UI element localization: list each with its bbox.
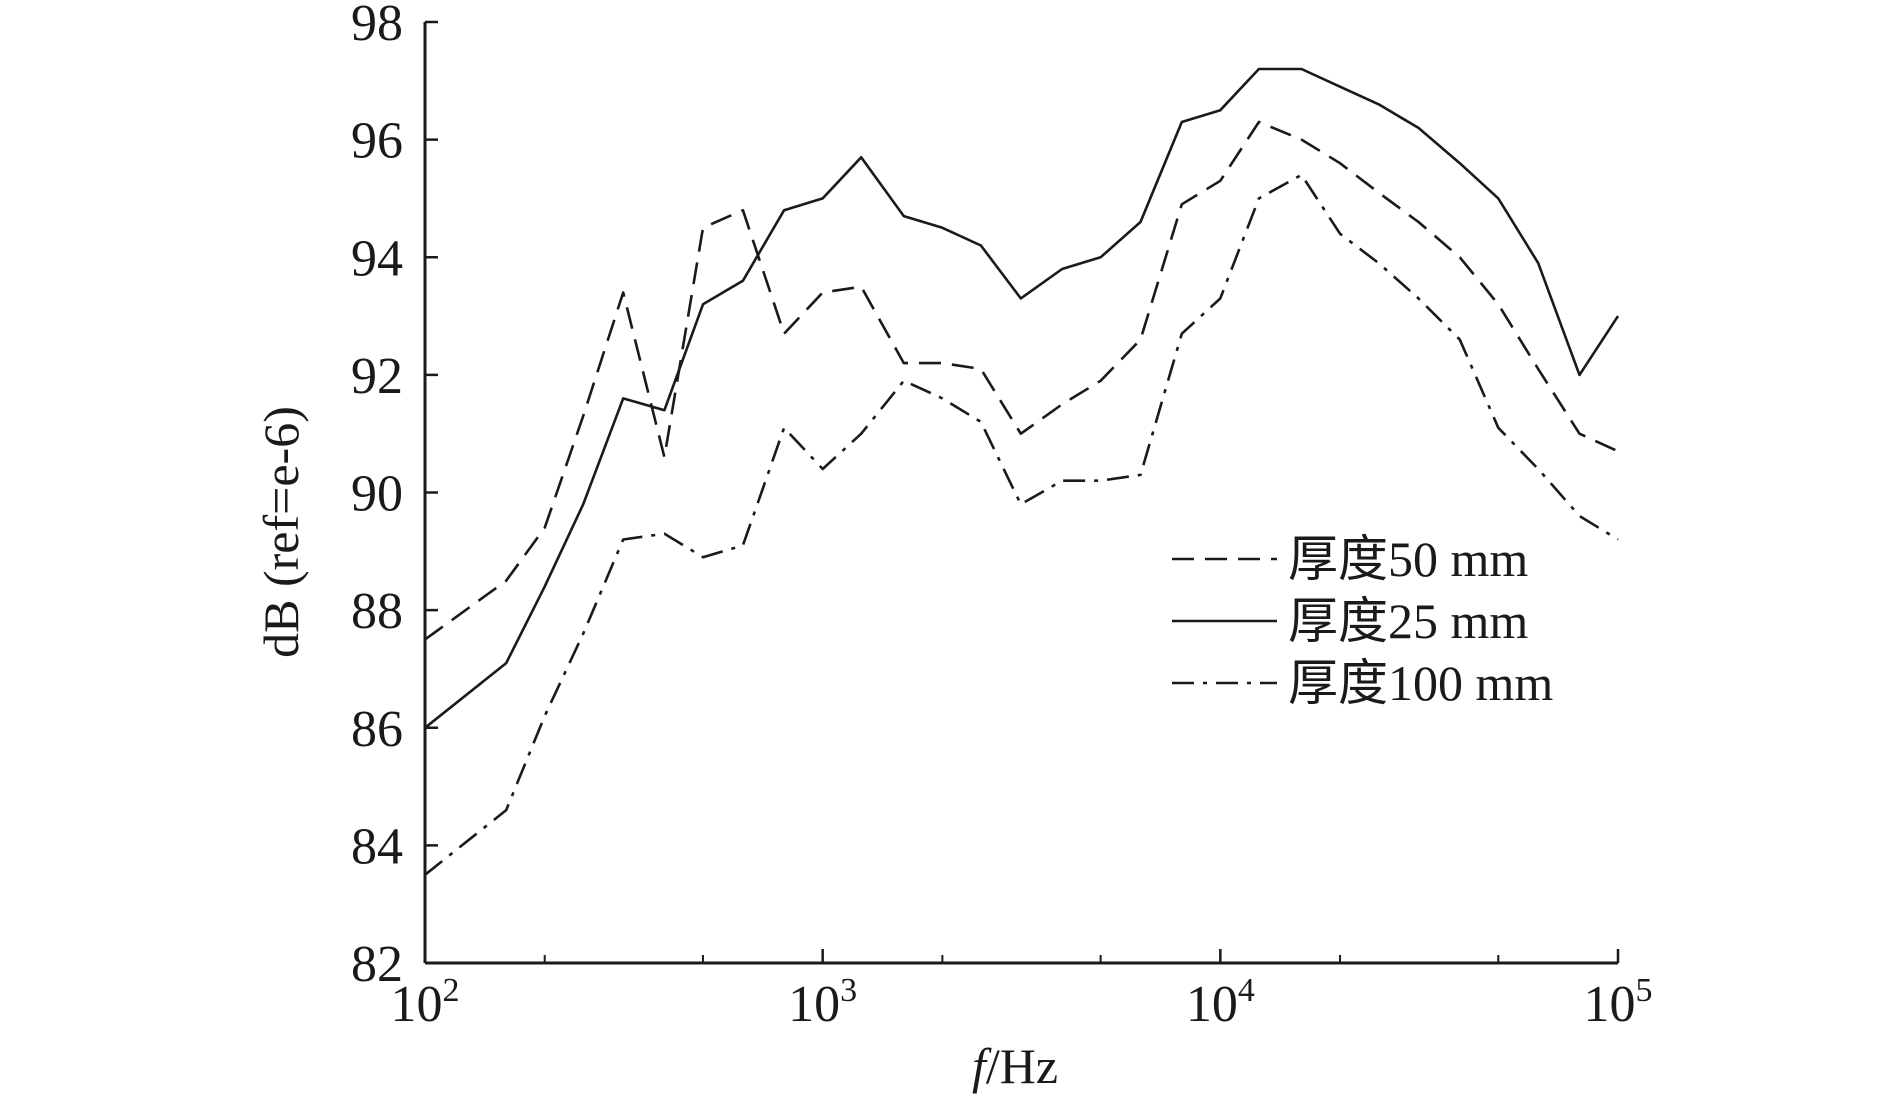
y-tick-label: 86 [351, 701, 403, 758]
tick-labels: 82 84 86 88 90 92 94 96 98 102 103 104 105 [351, 0, 1653, 1033]
y-tick-label: 96 [351, 113, 403, 170]
y-tick-label: 92 [351, 348, 403, 405]
y-tick-label: 84 [351, 818, 403, 875]
series-layer [424, 67, 1620, 876]
y-tick-label: 98 [351, 0, 403, 52]
series-line [424, 120, 1619, 641]
y-tick-label: 88 [351, 583, 403, 640]
x-tick-label: 102 [391, 972, 460, 1033]
axes [423, 22, 1618, 965]
x-tick-label: 105 [1584, 972, 1653, 1033]
series-line [424, 173, 1619, 876]
y-axis-title: dB (ref=e-6) [253, 406, 309, 658]
x-axis-title: f/Hz [972, 1038, 1058, 1094]
x-tick-label: 103 [788, 972, 857, 1033]
y-tick-label: 82 [351, 936, 403, 993]
x-tick-label: 104 [1186, 972, 1255, 1033]
series-line [424, 67, 1620, 729]
legend-label: 厚度100 mm [1288, 655, 1553, 711]
legend-label: 厚度25 mm [1288, 593, 1528, 649]
y-tick-label: 94 [351, 230, 403, 287]
y-tick-label: 90 [351, 466, 403, 523]
legend: 厚度50 mm 厚度25 mm 厚度100 mm [1172, 531, 1553, 711]
legend-label: 厚度50 mm [1288, 531, 1528, 587]
